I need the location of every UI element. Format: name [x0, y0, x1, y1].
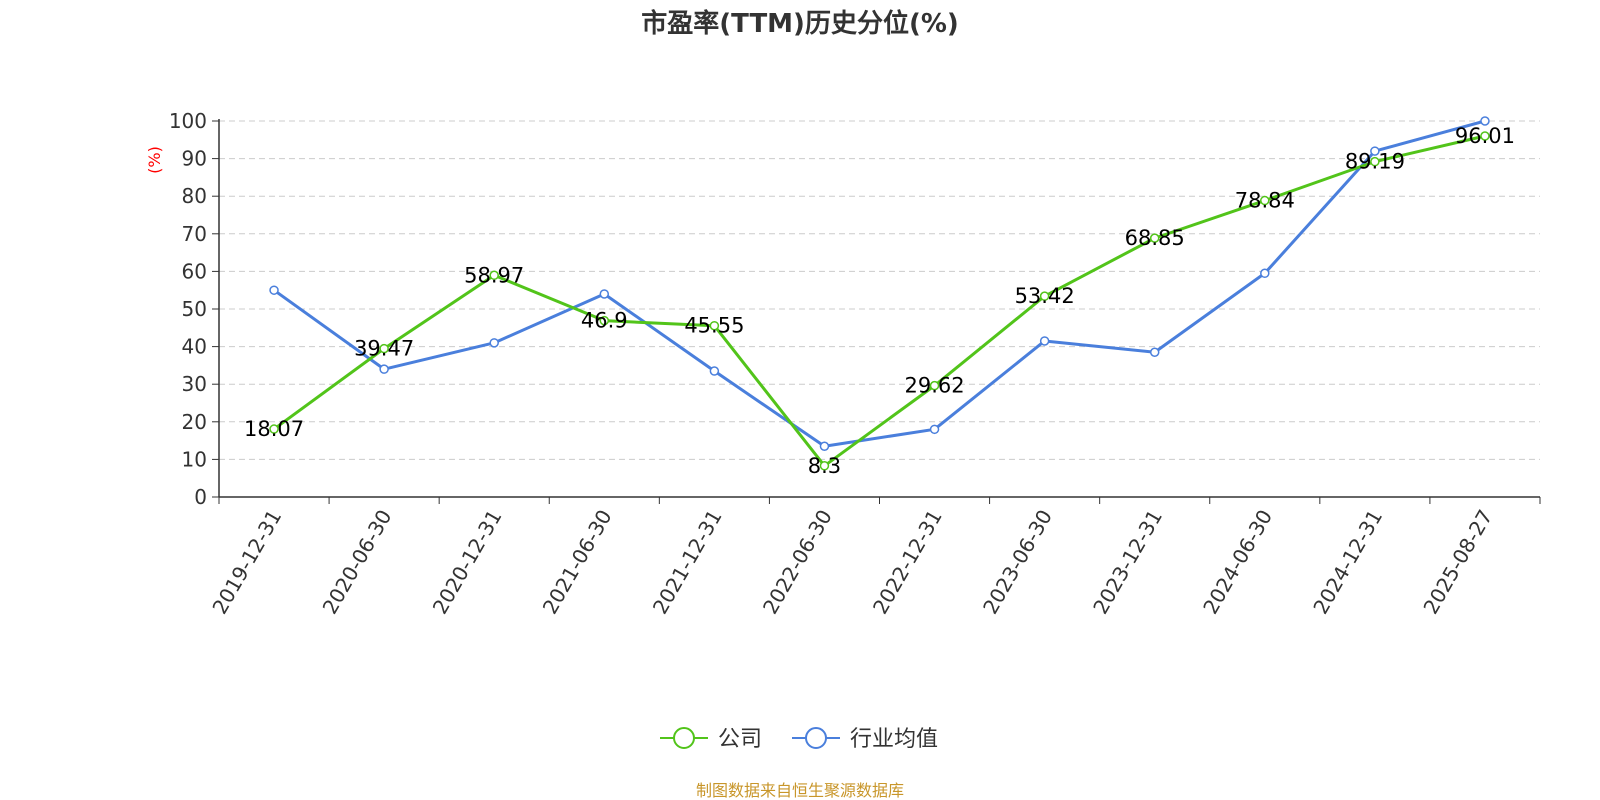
data-point: [379, 343, 389, 354]
data-point: [599, 315, 610, 326]
data-point: [489, 338, 499, 348]
data-point: [1370, 146, 1380, 156]
data-label: 89.19: [1345, 150, 1405, 174]
x-tick-label: 2019-12-31: [207, 506, 286, 619]
data-point: [1260, 195, 1270, 206]
series-layer: [269, 116, 1490, 471]
data-label: 68.85: [1125, 226, 1185, 250]
data-point: [269, 285, 279, 295]
data-point: [489, 270, 499, 281]
legend-label: 行业均值: [850, 727, 938, 752]
legend-label: 公司: [718, 727, 762, 752]
data-label: 58.97: [464, 263, 524, 287]
data-point: [1370, 156, 1380, 167]
x-tick-label: 2024-12-31: [1308, 506, 1387, 619]
x-tick-label: 2022-12-31: [868, 506, 947, 619]
x-tick-label: 2023-12-31: [1088, 506, 1167, 619]
x-tick-label: 2020-12-31: [428, 506, 507, 619]
data-point: [1260, 268, 1270, 279]
x-tick-label: 2025-08-27: [1418, 506, 1497, 619]
y-axis-label: (%): [145, 146, 164, 174]
data-point: [1480, 131, 1490, 141]
legend[interactable]: 公司 行业均值: [660, 727, 938, 752]
data-point: [599, 289, 610, 299]
legend-marker: [673, 727, 695, 749]
y-tick-label: 0: [194, 485, 207, 509]
data-point: [1149, 233, 1160, 243]
y-tick-label: 100: [169, 109, 207, 133]
data-point: [709, 320, 720, 331]
data-point: [1039, 336, 1050, 346]
data-label: 53.42: [1015, 284, 1075, 308]
y-tick-label: 50: [182, 297, 207, 321]
y-tick-label: 70: [182, 222, 207, 246]
data-label: 39.47: [354, 337, 414, 361]
data-point: [269, 424, 279, 434]
data-label: 8.3: [808, 454, 841, 478]
data-label: 18.07: [244, 417, 304, 441]
data-label: 29.62: [904, 374, 964, 398]
data-point: [819, 461, 830, 471]
data-point: [709, 366, 720, 376]
data-labels: 18.07 39.47 58.97 46.9 45.55 8.3 29.62 53.42 68.…: [244, 124, 1515, 478]
data-point: [379, 364, 389, 374]
data-point: [1039, 291, 1050, 301]
x-tick-label: 2020-06-30: [318, 506, 397, 619]
y-tick-label: 10: [182, 447, 207, 471]
y-tick-label: 80: [182, 184, 207, 208]
data-label: 78.84: [1235, 189, 1295, 213]
data-label: 96.01: [1455, 124, 1515, 148]
data-point: [819, 441, 830, 451]
y-tick-label: 40: [182, 335, 207, 359]
chart-title: 市盈率(TTM)历史分位(%): [641, 8, 959, 39]
y-tick-label: 30: [182, 372, 207, 396]
legend-marker: [805, 727, 827, 749]
x-tick-label: 2021-12-31: [648, 506, 727, 619]
series-line: [273, 134, 1486, 468]
data-point: [1149, 347, 1160, 357]
data-point: [1480, 116, 1490, 126]
source-note: 制图数据来自恒生聚源数据库: [696, 781, 904, 800]
y-tick-label: 60: [182, 259, 207, 283]
x-tick-label: 2024-06-30: [1198, 506, 1277, 619]
data-label: 45.55: [684, 314, 744, 338]
y-tick-label: 20: [182, 410, 207, 434]
gridlines: [219, 120, 1540, 460]
x-tick-label: 2021-06-30: [538, 506, 617, 619]
data-point: [929, 424, 940, 435]
data-label: 46.9: [581, 309, 628, 333]
data-point: [929, 380, 940, 391]
series-line: [273, 119, 1486, 448]
x-tick-label: 2023-06-30: [978, 506, 1057, 619]
y-tick-label: 90: [182, 147, 207, 171]
x-tick-label: 2022-06-30: [758, 506, 837, 619]
